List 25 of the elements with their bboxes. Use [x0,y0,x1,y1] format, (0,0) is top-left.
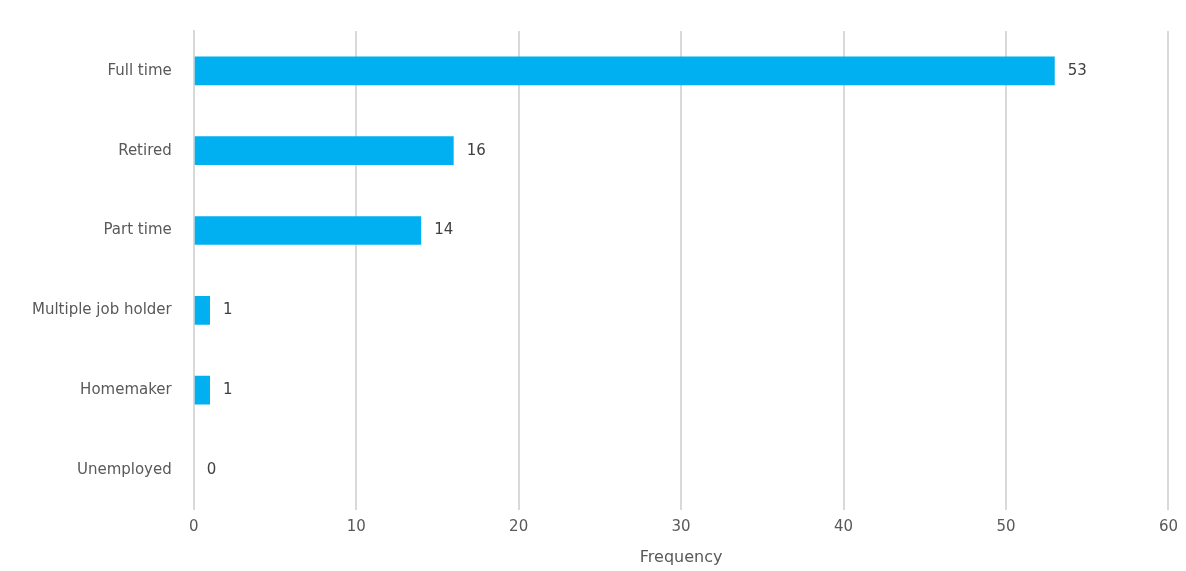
x-tick-label: 0 [188,516,199,535]
bar [194,216,422,245]
y-tick-label: Homemaker [80,379,173,398]
bar [194,375,210,405]
x-tick-label: 60 [1158,516,1178,535]
data-label: 1 [223,379,233,398]
data-label: 1 [223,300,233,319]
x-tick-label: 10 [346,516,366,535]
y-tick-label: Full time [107,60,172,79]
bar [194,136,454,166]
x-tick-label: 50 [996,516,1016,535]
y-tick-label: Multiple job holder [31,300,173,319]
y-tick-label: Part time [103,220,172,239]
x-tick-label: 40 [834,516,854,535]
data-label: 14 [434,220,454,239]
bar [194,295,210,325]
y-tick-label: Retired [118,140,172,159]
data-label: 16 [466,140,486,159]
data-label: 0 [206,459,217,478]
x-tick-label: 20 [509,516,529,535]
x-axis-title: Frequency [639,546,723,566]
y-tick-label: Unemployed [76,459,172,478]
x-tick-label: 30 [671,516,691,535]
data-label: 53 [1067,60,1087,79]
bar [194,56,1055,86]
